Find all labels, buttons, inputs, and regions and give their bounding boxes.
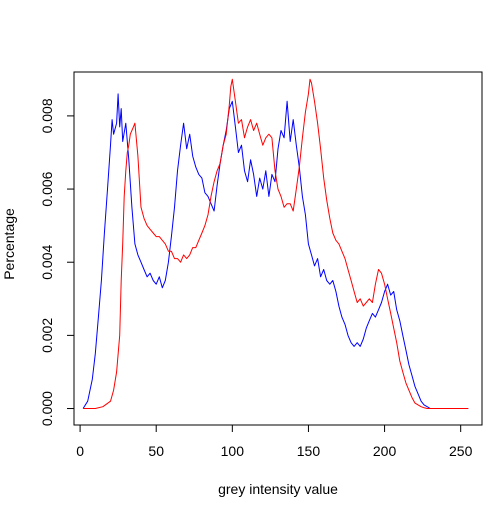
x-tick-label: 200 — [373, 443, 397, 459]
x-tick-label: 0 — [76, 443, 84, 459]
x-tick-label: 50 — [148, 443, 164, 459]
y-tick-label: 0.004 — [39, 244, 55, 279]
series-line-1 — [82, 93, 469, 409]
y-tick-label: 0.006 — [39, 171, 55, 206]
x-tick-label: 250 — [449, 443, 473, 459]
y-axis-label: Percentage — [1, 208, 17, 280]
y-tick-label: 0.008 — [39, 98, 55, 133]
y-tick-label: 0.002 — [39, 318, 55, 353]
series-line-2 — [83, 78, 469, 409]
y-axis: 0.000 0.002 0.004 0.006 0.008 — [39, 98, 74, 426]
x-axis: 0 50 100 150 200 250 — [76, 425, 473, 459]
y-tick-label: 0.000 — [39, 391, 55, 426]
x-tick-label: 100 — [221, 443, 245, 459]
series-layer — [82, 78, 469, 409]
x-tick-label: 150 — [297, 443, 321, 459]
x-axis-label: grey intensity value — [218, 481, 338, 497]
plot-frame — [73, 71, 483, 426]
